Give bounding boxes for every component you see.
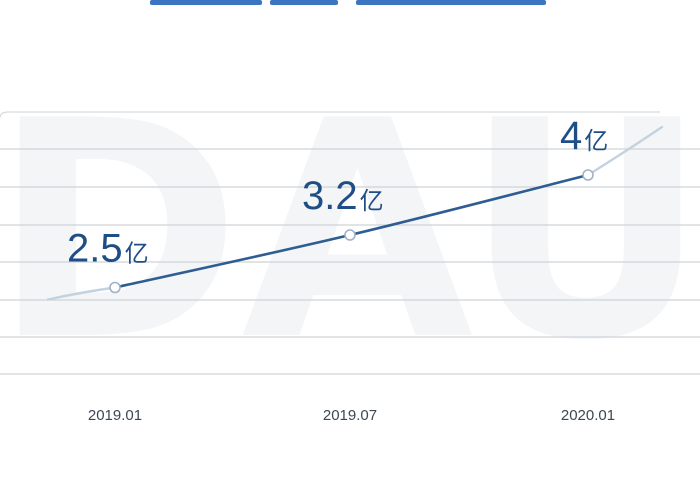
x-tick-label-1: 2019.01	[88, 407, 142, 424]
data-points	[109, 169, 594, 294]
data-label-2: 3.2亿	[302, 174, 384, 218]
trend-extension-right	[586, 125, 664, 177]
data-label-unit: 亿	[125, 240, 149, 268]
title-fragment	[150, 0, 546, 5]
data-label-1: 2.5亿	[67, 227, 149, 271]
trend-extensions	[46, 125, 664, 301]
data-point-1	[109, 281, 121, 294]
data-point-2	[344, 229, 356, 241]
data-label-unit: 亿	[584, 127, 608, 155]
data-label-value: 3.2	[302, 174, 358, 218]
data-label-value: 2.5	[67, 227, 123, 271]
chart-panel-edge	[0, 111, 660, 119]
data-label-unit: 亿	[360, 187, 384, 215]
trend-extension-left	[46, 286, 117, 301]
x-axis-ticks: 2019.01 2019.07 2020.01	[88, 407, 615, 424]
grid	[0, 148, 700, 375]
data-label-value: 4	[560, 114, 582, 158]
x-tick-label-2: 2019.07	[323, 407, 377, 424]
data-point-3	[582, 169, 594, 181]
x-tick-label-3: 2020.01	[561, 407, 615, 424]
data-label-3: 4亿	[560, 114, 608, 158]
